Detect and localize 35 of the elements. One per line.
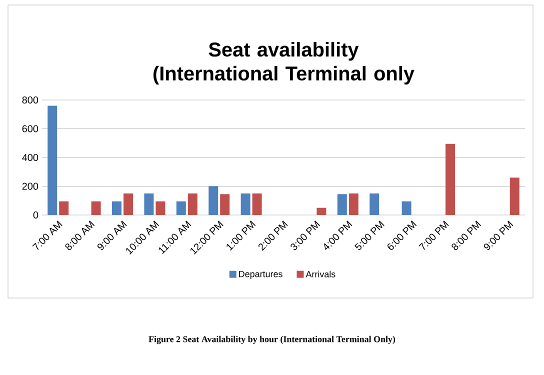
bar [510,178,520,215]
bar [144,193,154,215]
y-tick-label: 600 [22,125,38,132]
bar [316,208,326,215]
x-tick-label: 7:00 AM [32,220,62,250]
legend-label: Arrivals [306,270,336,278]
bar [112,201,122,215]
bar [48,106,58,215]
caption: Figure 2 Seat Availability by hour (International Terminal Only) [148,336,396,344]
x-tick-label: 9:00 AM [97,220,127,250]
bar [252,193,262,215]
y-tick-label: 400 [22,154,38,162]
bar [446,144,456,215]
y-tick-label: 200 [22,182,38,190]
x-tick-label: 6:00 PM [388,220,417,250]
x-tick-label: 7:00 PM [418,220,449,250]
bar [188,193,198,215]
chart-title: Seat availability (International Terminal only [154,42,414,85]
bar [348,193,358,215]
legend-label: Departures [239,270,282,279]
bar [176,201,186,215]
bar [402,201,412,215]
bar [124,193,133,215]
bar [240,193,250,215]
x-tick-label: 9:00 PM [484,220,514,250]
bar [91,201,101,215]
bar [59,201,69,215]
bar [220,194,230,215]
y-tick-label: 0 [33,211,38,219]
y-tick-label: 800 [22,96,38,104]
bar [156,201,166,215]
x-tick-label: 4:00 PM [324,220,352,250]
bar [337,194,347,215]
bar [208,186,218,215]
bar [370,193,380,215]
